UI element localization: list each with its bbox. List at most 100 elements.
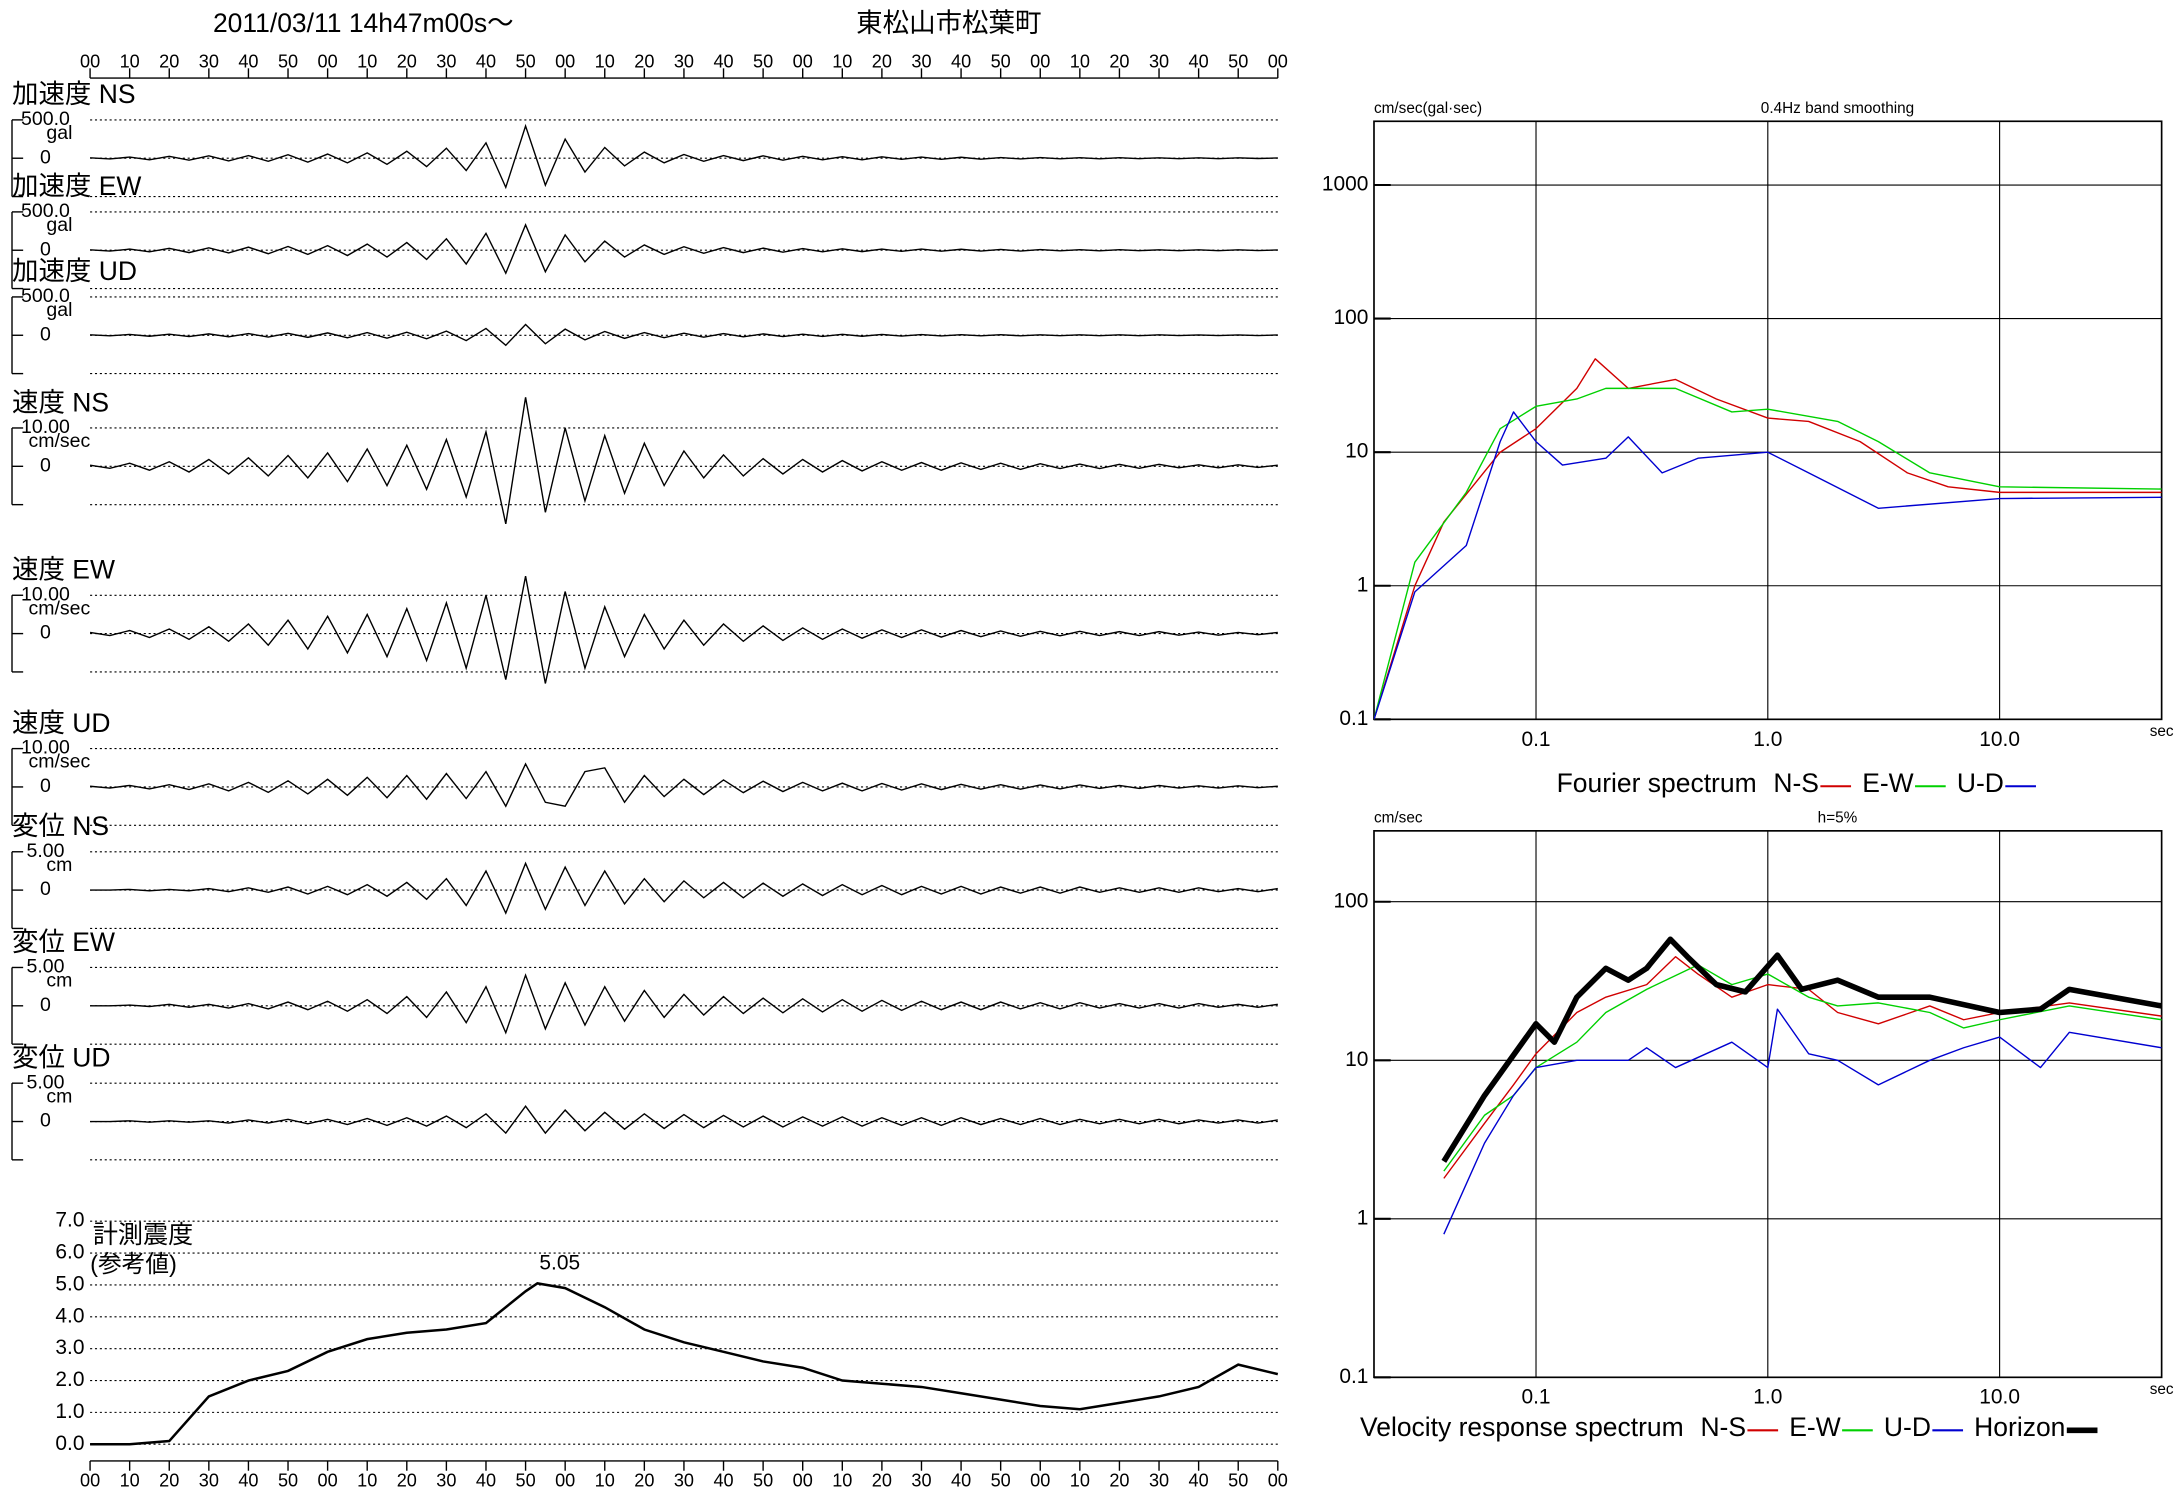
time-tick-label: 40	[238, 52, 258, 72]
waveform	[90, 762, 1278, 808]
trace-title: 変位 UD	[12, 1042, 111, 1072]
time-tick-label: 30	[911, 1471, 931, 1491]
y-tick-label: 4.0	[55, 1304, 84, 1327]
y-tick-label: 7.0	[55, 1209, 84, 1232]
x-tick-label: 10.0	[1979, 728, 2020, 751]
time-tick-label: 40	[1189, 52, 1209, 72]
time-tick-label: 20	[159, 52, 179, 72]
chart-subtitle: h=5%	[1818, 809, 1858, 826]
time-tick-label: 40	[951, 1471, 971, 1491]
x-tick-label: 0.1	[1521, 1386, 1550, 1409]
time-tick-label: 20	[634, 52, 654, 72]
time-tick-label: 10	[357, 1471, 377, 1491]
trace-tick-label: 5.00	[26, 840, 64, 862]
time-tick-label: 30	[436, 52, 456, 72]
y-tick-label: 0.1	[1339, 707, 1368, 730]
time-tick-label: 10	[1070, 52, 1090, 72]
y-tick-label: 6.0	[55, 1241, 84, 1264]
legend-title: Fourier spectrum	[1557, 768, 1757, 798]
time-tick-label: 40	[713, 1471, 733, 1491]
time-tick-label: 20	[1109, 1471, 1129, 1491]
trace-unit: cm	[46, 970, 72, 992]
time-tick-label: 40	[476, 1471, 496, 1491]
legend-title: Velocity response spectrum	[1360, 1412, 1684, 1442]
waveform	[90, 973, 1278, 1035]
x-tick-label: 0.1	[1521, 728, 1550, 751]
trace-title: 加速度 EW	[12, 171, 141, 201]
y-tick-label: 3.0	[55, 1336, 84, 1359]
waveform	[90, 123, 1278, 190]
time-tick-label: 00	[793, 1471, 813, 1491]
time-tick-label: 50	[753, 52, 773, 72]
record-time: 2011/03/11 14h47m00s〜	[213, 8, 514, 38]
time-tick-label: 00	[555, 1471, 575, 1491]
time-tick-label: 00	[555, 52, 575, 72]
trace-tick-label: 5.00	[26, 956, 64, 978]
x-tick-label: 1.0	[1753, 728, 1782, 751]
trace-unit: cm/sec	[29, 751, 91, 773]
y-tick-label: 1.0	[55, 1400, 84, 1423]
time-tick-label: 30	[674, 52, 694, 72]
trace-tick-label: 0	[40, 146, 51, 168]
y-tick-label: 100	[1334, 889, 1369, 912]
time-tick-label: 50	[991, 1471, 1011, 1491]
trace-tick-label: 10.00	[21, 737, 70, 759]
waveform	[89, 397, 1278, 525]
time-tick-label: 00	[793, 52, 813, 72]
time-tick-label: 10	[120, 52, 140, 72]
time-tick-label: 00	[318, 52, 338, 72]
x-axis-label: sec	[2150, 1381, 2174, 1398]
time-tick-label: 50	[1228, 52, 1248, 72]
y-tick-label: 1	[1357, 573, 1369, 596]
time-tick-label: 40	[476, 52, 496, 72]
trace-tick-label: 0	[40, 775, 51, 797]
time-tick-label: 00	[318, 1471, 338, 1491]
time-tick-label: 50	[278, 1471, 298, 1491]
intensity-line	[90, 1282, 1279, 1446]
x-axis-label: sec	[2150, 723, 2174, 740]
trace-title: 加速度 NS	[12, 79, 136, 109]
trace-tick-label: 0	[40, 622, 51, 644]
time-tick-label: 50	[278, 52, 298, 72]
time-tick-label: 40	[951, 52, 971, 72]
trace-tick-label: 0	[40, 1110, 51, 1132]
legend-label: E-W	[1789, 1412, 1840, 1442]
time-tick-label: 10	[595, 1471, 615, 1491]
trace-title: 変位 EW	[12, 927, 115, 957]
spectrum-line	[1373, 358, 2162, 720]
trace-title: 速度 UD	[12, 708, 111, 738]
y-tick-label: 5.0	[55, 1272, 84, 1295]
trace-unit: gal	[46, 299, 72, 321]
time-tick-label: 50	[515, 1471, 535, 1491]
time-tick-label: 00	[1030, 52, 1050, 72]
time-tick-label: 20	[397, 52, 417, 72]
spectrum-line	[1373, 387, 2162, 720]
y-tick-label: 1000	[1322, 173, 1369, 196]
time-tick-label: 50	[515, 52, 535, 72]
time-tick-label: 40	[713, 52, 733, 72]
chart-title: 計測震度	[93, 1221, 193, 1249]
trace-tick-label: 10.00	[21, 416, 70, 438]
time-tick-label: 10	[832, 52, 852, 72]
trace-title: 変位 NS	[12, 811, 109, 841]
time-tick-label: 20	[1109, 52, 1129, 72]
time-tick-label: 30	[911, 52, 931, 72]
trace-tick-label: 500.0	[21, 108, 70, 130]
y-tick-label: 1	[1357, 1206, 1369, 1229]
trace-tick-label: 0	[40, 454, 51, 476]
waveform	[90, 323, 1278, 347]
spectrum-line	[1443, 964, 2162, 1172]
time-tick-label: 30	[436, 1471, 456, 1491]
spectrum-line	[1441, 936, 2162, 1163]
y-tick-label: 10	[1345, 440, 1368, 463]
y-tick-label: 0.0	[55, 1432, 84, 1455]
time-tick-label: 00	[1030, 1471, 1050, 1491]
trace-unit: cm/sec	[29, 597, 91, 619]
time-tick-label: 50	[753, 1471, 773, 1491]
time-tick-label: 20	[634, 1471, 654, 1491]
time-tick-label: 30	[674, 1471, 694, 1491]
chart-subtitle: (参考値)	[90, 1251, 177, 1278]
legend-label: Horizon	[1974, 1412, 2065, 1442]
